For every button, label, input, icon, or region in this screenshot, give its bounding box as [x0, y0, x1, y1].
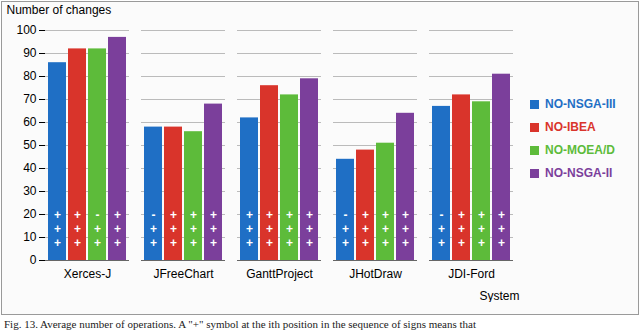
- svg-text:+: +: [306, 236, 313, 250]
- svg-text:+: +: [210, 208, 217, 222]
- svg-text:+: +: [114, 222, 121, 236]
- svg-text:+: +: [478, 208, 485, 222]
- html-text:NO-MOEA/D: NO-MOEA/D: [545, 143, 615, 157]
- svg-text:JDI-Ford: JDI-Ford: [448, 267, 495, 281]
- svg-text:-: -: [440, 208, 444, 222]
- svg-text:+: +: [402, 208, 409, 222]
- svg-text:+: +: [170, 236, 177, 250]
- svg-text:+: +: [190, 222, 197, 236]
- svg-text:+: +: [362, 236, 369, 250]
- svg-text:Xerces-J: Xerces-J: [64, 267, 111, 281]
- svg-text:+: +: [478, 236, 485, 250]
- svg-text:+: +: [74, 208, 81, 222]
- svg-text:+: +: [286, 222, 293, 236]
- svg-text:+: +: [210, 222, 217, 236]
- svg-text:+: +: [94, 236, 101, 250]
- svg-text:50: 50: [23, 138, 37, 152]
- svg-text:+: +: [266, 222, 273, 236]
- svg-text:60: 60: [23, 115, 37, 129]
- svg-text:+: +: [498, 208, 505, 222]
- svg-text:+: +: [74, 236, 81, 250]
- svg-text:70: 70: [23, 92, 37, 106]
- svg-text:+: +: [402, 222, 409, 236]
- svg-text:+: +: [190, 236, 197, 250]
- svg-text:+: +: [382, 222, 389, 236]
- svg-text:+: +: [478, 222, 485, 236]
- svg-text:+: +: [438, 236, 445, 250]
- svg-text:+: +: [382, 236, 389, 250]
- svg-text:Number of changes: Number of changes: [7, 3, 112, 17]
- svg-text:+: +: [54, 208, 61, 222]
- svg-text:+: +: [54, 236, 61, 250]
- html-text:NO-IBEA: NO-IBEA: [545, 120, 596, 134]
- svg-text:+: +: [458, 236, 465, 250]
- svg-text:+: +: [402, 236, 409, 250]
- html-text:NO-NSGA-II: NO-NSGA-II: [545, 166, 613, 180]
- svg-text:System: System: [479, 289, 519, 303]
- svg-text:+: +: [74, 222, 81, 236]
- svg-text:+: +: [306, 222, 313, 236]
- svg-text:JFreeChart: JFreeChart: [153, 267, 214, 281]
- svg-text:+: +: [306, 208, 313, 222]
- svg-text:+: +: [286, 236, 293, 250]
- svg-text:+: +: [498, 236, 505, 250]
- svg-text:-: -: [344, 208, 348, 222]
- svg-text:+: +: [94, 222, 101, 236]
- svg-text:+: +: [246, 236, 253, 250]
- svg-text:+: +: [438, 222, 445, 236]
- svg-text:+: +: [190, 208, 197, 222]
- svg-text:+: +: [150, 222, 157, 236]
- svg-text:+: +: [342, 236, 349, 250]
- svg-text:+: +: [382, 208, 389, 222]
- svg-text:-: -: [96, 208, 100, 222]
- svg-text:90: 90: [23, 46, 37, 60]
- svg-text:20: 20: [23, 207, 37, 221]
- svg-text:GanttProject: GanttProject: [246, 267, 313, 281]
- svg-text:0: 0: [30, 253, 37, 267]
- svg-text:+: +: [210, 236, 217, 250]
- svg-text:+: +: [170, 222, 177, 236]
- svg-text:+: +: [458, 222, 465, 236]
- html-text:NO-NSGA-III: NO-NSGA-III: [545, 97, 616, 111]
- svg-text:+: +: [266, 236, 273, 250]
- svg-text:80: 80: [23, 69, 37, 83]
- svg-text:+: +: [362, 222, 369, 236]
- svg-text:+: +: [458, 208, 465, 222]
- svg-text:+: +: [114, 208, 121, 222]
- svg-text:-: -: [152, 208, 156, 222]
- svg-text:+: +: [246, 222, 253, 236]
- svg-text:JHotDraw: JHotDraw: [349, 267, 402, 281]
- svg-text:+: +: [114, 236, 121, 250]
- html-text:Fig. 13. Average number of ope: Fig. 13. Average number of operations. A…: [4, 318, 476, 330]
- svg-text:+: +: [170, 208, 177, 222]
- svg-text:+: +: [266, 208, 273, 222]
- svg-text:+: +: [498, 222, 505, 236]
- svg-text:100: 100: [16, 23, 36, 37]
- svg-text:10: 10: [23, 230, 37, 244]
- svg-text:+: +: [342, 222, 349, 236]
- svg-text:+: +: [54, 222, 61, 236]
- svg-text:+: +: [362, 208, 369, 222]
- svg-text:40: 40: [23, 161, 37, 175]
- svg-text:+: +: [286, 208, 293, 222]
- svg-text:+: +: [150, 236, 157, 250]
- svg-text:30: 30: [23, 184, 37, 198]
- svg-text:+: +: [246, 208, 253, 222]
